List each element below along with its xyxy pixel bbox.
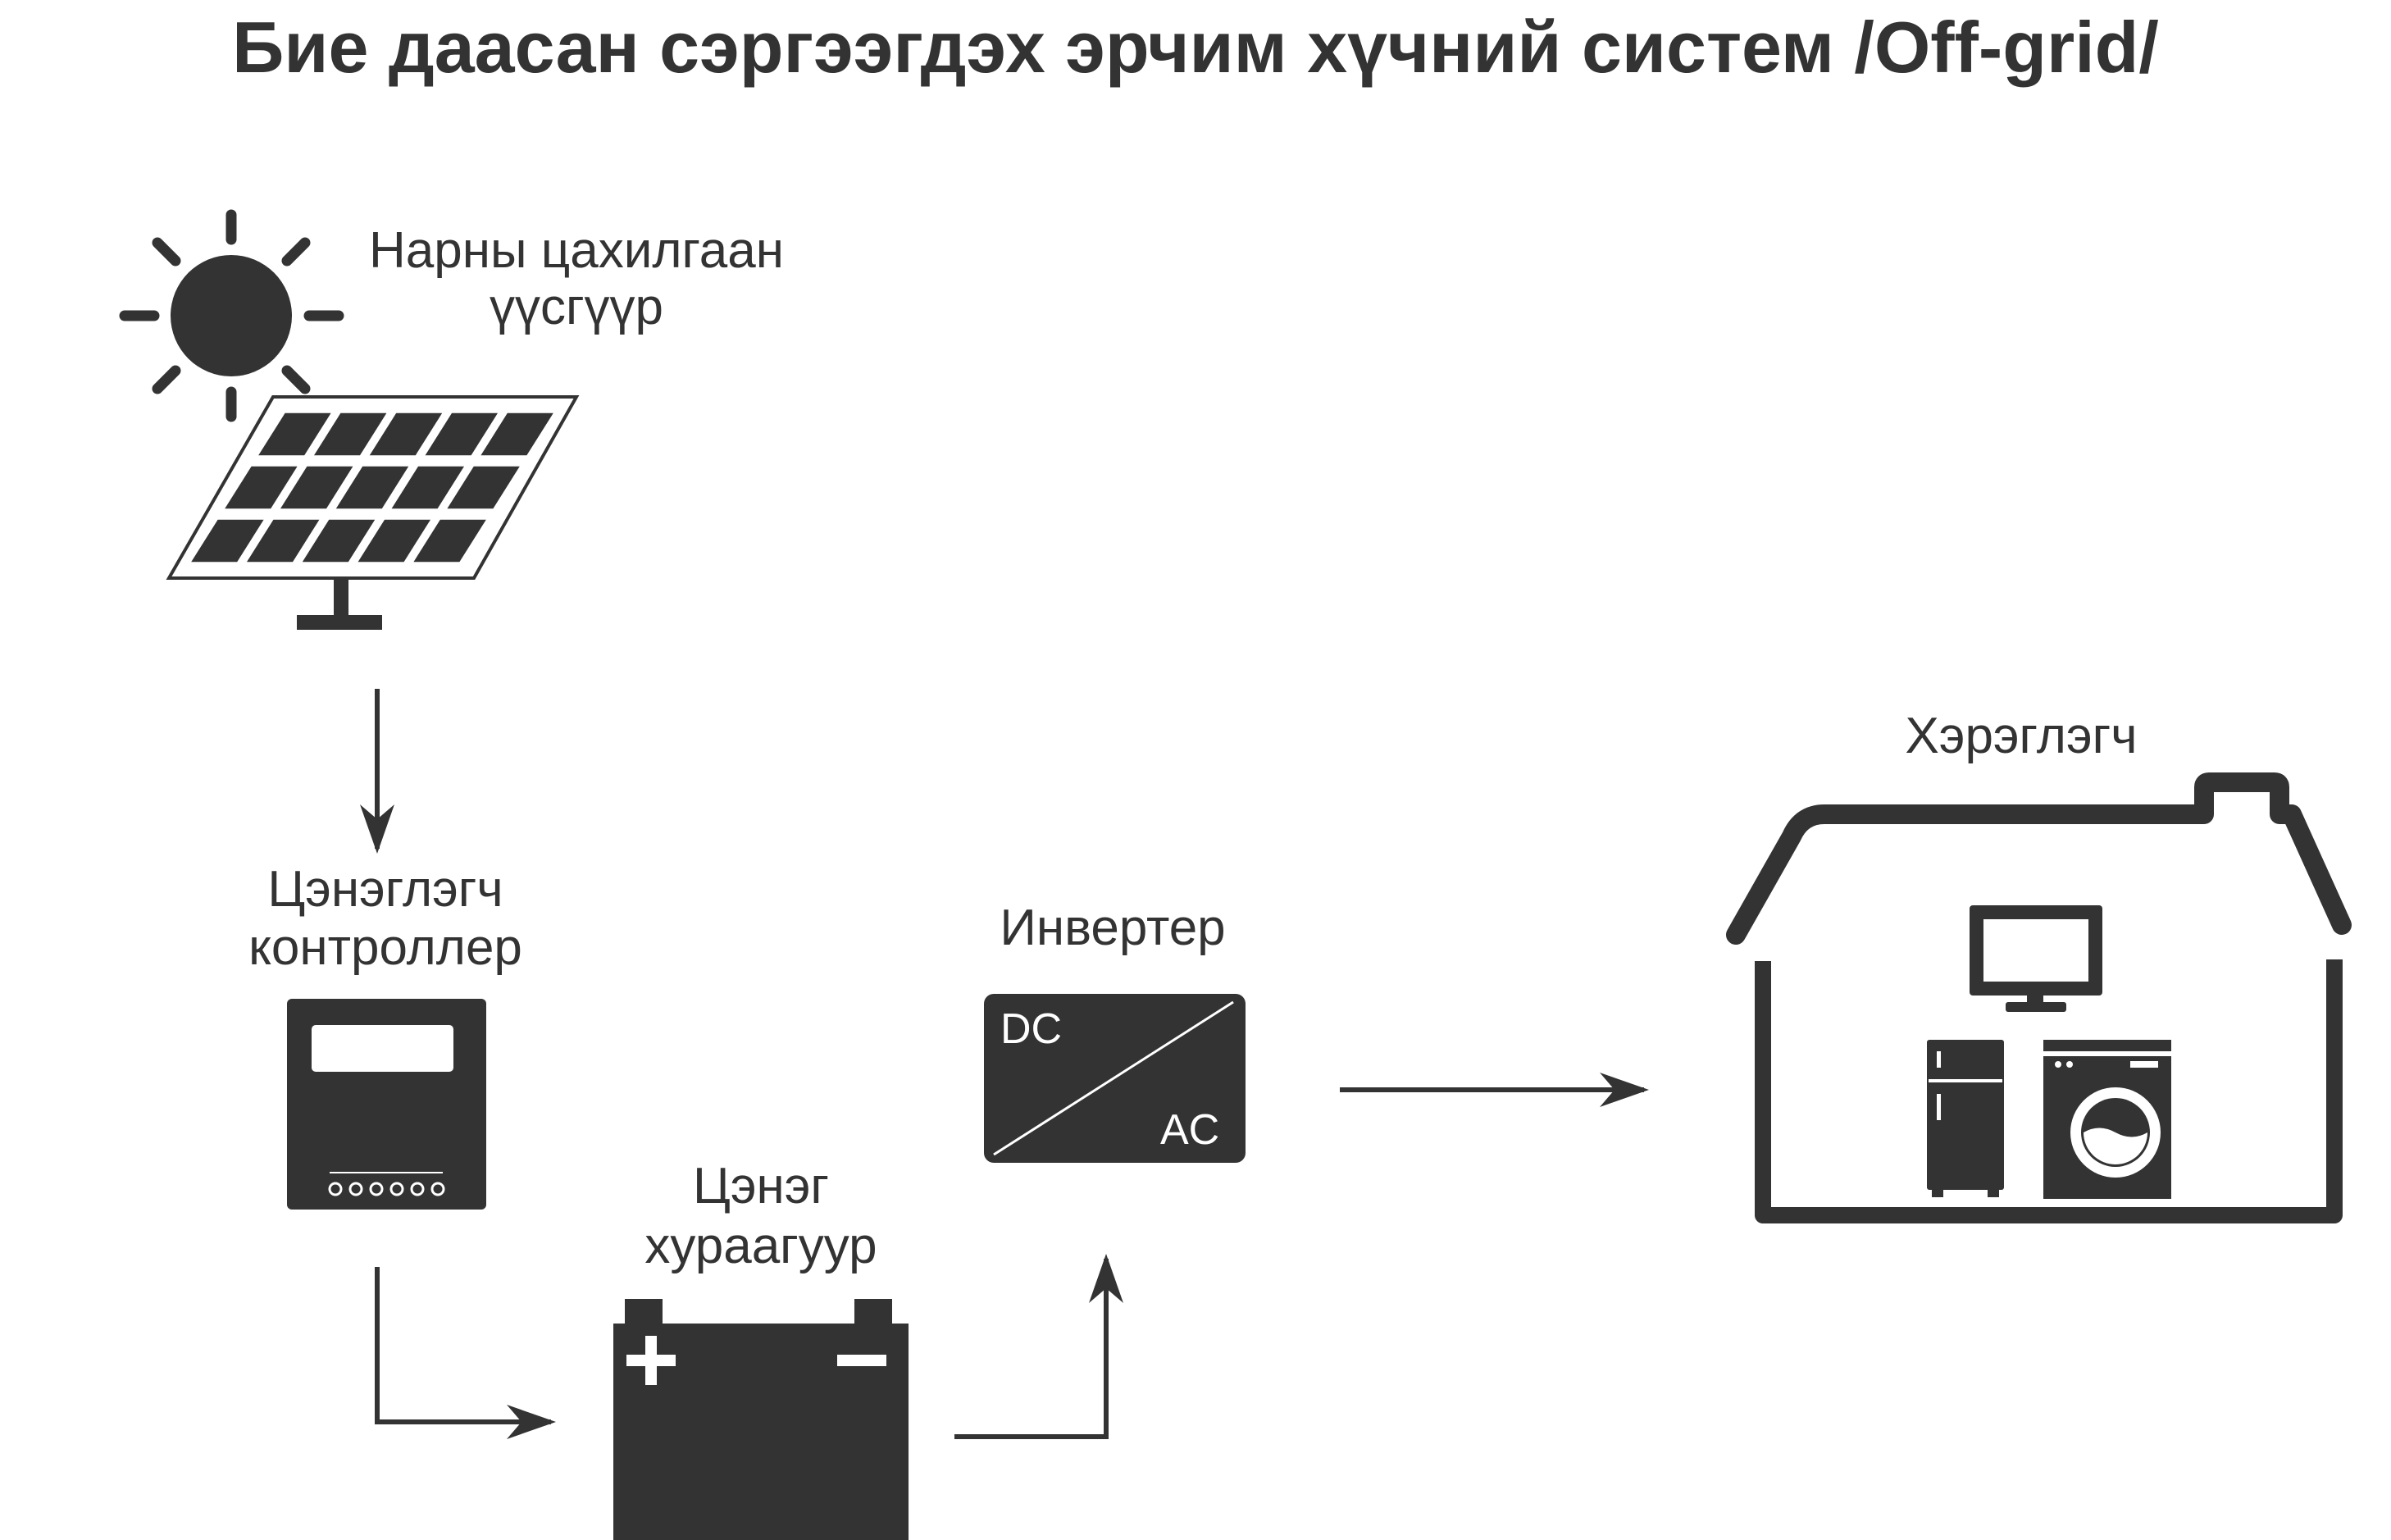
controller-led bbox=[369, 1182, 384, 1196]
solar-cell bbox=[358, 519, 430, 563]
controller-led bbox=[348, 1182, 363, 1196]
controller-led bbox=[328, 1182, 343, 1196]
solar-cell bbox=[425, 412, 498, 456]
solar-cell bbox=[369, 412, 443, 456]
solar-cell bbox=[247, 519, 320, 563]
inverter-icon: DC AC bbox=[984, 994, 1246, 1163]
washing-machine-icon bbox=[2043, 1040, 2171, 1199]
solar-cell bbox=[280, 466, 353, 509]
consumer-label: Хэрэглэгч bbox=[1905, 708, 2137, 764]
arrow-controller-to-battery bbox=[375, 1267, 556, 1439]
inverter-ac-label: AC bbox=[1160, 1106, 1219, 1154]
controller-led bbox=[430, 1182, 445, 1196]
page-title: Бие даасан сэргээгдэх эрчим хүчний систе… bbox=[232, 7, 2159, 88]
sun-icon bbox=[119, 209, 344, 422]
solar-cell bbox=[335, 466, 409, 509]
refrigerator-icon bbox=[1927, 1040, 2004, 1197]
solar-label-line1: Нарны цахилгаан bbox=[369, 222, 784, 279]
solar-cell bbox=[391, 466, 464, 509]
battery-icon bbox=[613, 1299, 909, 1540]
battery-label-line1: Цэнэг bbox=[693, 1158, 829, 1214]
controller-label-line1: Цэнэглэгч bbox=[267, 861, 503, 918]
solar-cell bbox=[480, 412, 553, 456]
arrow-battery-to-inverter bbox=[954, 1254, 1123, 1439]
solar-cell bbox=[447, 466, 520, 509]
house-icon bbox=[1726, 772, 2352, 1223]
solar-cell bbox=[302, 519, 376, 563]
solar-label-line2: үүсгүүр bbox=[490, 279, 663, 335]
solar-cell bbox=[413, 519, 486, 563]
tv-icon bbox=[1970, 905, 2102, 1012]
solar-cell bbox=[191, 519, 264, 563]
solar-panel-icon bbox=[166, 395, 580, 630]
inverter-dc-label: DC bbox=[1000, 1005, 1062, 1053]
inverter-label: Инвертер bbox=[1000, 900, 1225, 956]
charge-controller-icon bbox=[287, 999, 486, 1210]
solar-cell bbox=[314, 412, 387, 456]
solar-cell bbox=[258, 412, 331, 456]
battery-label-line2: хураагуур bbox=[644, 1218, 877, 1274]
controller-led bbox=[389, 1182, 404, 1196]
controller-led bbox=[410, 1182, 425, 1196]
solar-cell bbox=[225, 466, 298, 509]
controller-label-line2: контроллер bbox=[248, 919, 522, 976]
